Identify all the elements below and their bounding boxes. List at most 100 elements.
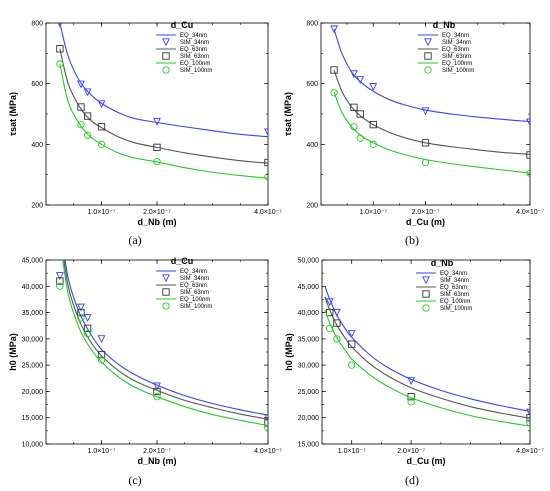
y-tick-label: 50,000 <box>298 258 320 265</box>
plot-frame <box>321 259 531 445</box>
y-tick-label: 600 <box>306 81 318 88</box>
data-point-sim-34nm <box>369 83 378 91</box>
y-tick-label: 45,000 <box>298 284 320 291</box>
chart-panel-c: 10,000 15,000 20,000 25,000 30,000 35,000 40,0… <box>8 256 282 487</box>
data-point-sim-34nm <box>153 382 161 391</box>
plot-frame <box>45 22 269 206</box>
data-point-sim-63nm <box>264 158 268 167</box>
y-axis-label: h0 (MPa) <box>8 333 18 371</box>
data-point-sim-34nm <box>55 272 64 280</box>
y-axis-label: τsat (MPa) <box>283 92 293 136</box>
data-point-sim-63nm <box>326 308 334 317</box>
legend-entry: SIM_34nm <box>442 40 471 46</box>
legend-entry: SIM_34nm <box>180 40 209 46</box>
y-tick-label: 25,000 <box>298 389 320 396</box>
legend-entry: SIM_63nm <box>180 54 209 60</box>
data-point-sim-34nm <box>526 408 530 417</box>
y-tick-label: 200 <box>306 203 318 210</box>
series-line-eq-34nm <box>59 23 268 138</box>
legend: d_Nb EQ_34nmSIM_34nmEQ_63nmSIM_63nmEQ_100… <box>416 258 472 312</box>
y-tick-label: 35,000 <box>298 336 320 343</box>
y-tick-label: 400 <box>306 142 318 149</box>
legend: d_Nb EQ_34nmSIM_34nmEQ_63nmSIM_63nmEQ_100… <box>418 20 474 74</box>
data-point-sim-63nm <box>97 350 106 359</box>
chart-panel-b: 200 400 600 800 1.0×10⁻⁷ 2.0×10⁻⁷ 4.0×10⁻⁷ d_Cu… <box>283 20 544 247</box>
data-point-sim-34nm <box>77 80 85 89</box>
data-point-sim-63nm <box>97 123 106 131</box>
data-point-sim-34nm <box>347 329 356 338</box>
legend-title: d_Nb <box>431 258 454 268</box>
data-point-sim-100nm <box>97 140 106 148</box>
x-tick-label: 2.0×10⁻⁷ <box>143 209 171 216</box>
legend-entry: EQ_63nm <box>180 47 207 53</box>
data-point-sim-100nm <box>407 398 415 406</box>
y-tick-label: 25,000 <box>22 363 44 370</box>
legend-marker <box>162 66 170 74</box>
legend-marker <box>422 304 430 312</box>
legend-marker <box>162 52 170 60</box>
data-point-sim-100nm <box>56 60 64 68</box>
data-point-sim-63nm <box>356 110 364 118</box>
panel-caption: (b) <box>405 233 419 247</box>
plot-area <box>56 23 268 181</box>
y-tick-label: 40,000 <box>22 284 44 291</box>
x-tick-label: 2.0×10⁻⁷ <box>412 209 440 216</box>
series-line-eq-34nm <box>333 28 530 123</box>
data-point-sim-63nm <box>56 277 64 285</box>
y-tick-label: 20,000 <box>298 415 320 422</box>
series-line-eq-63nm <box>59 48 268 164</box>
data-point-sim-100nm <box>350 123 358 131</box>
y-axis-label: τsat (MPa) <box>8 92 18 136</box>
y-tick-label: 40,000 <box>298 310 320 317</box>
data-point-sim-63nm <box>526 414 530 422</box>
legend-marker <box>162 302 170 310</box>
legend-entry: SIM_63nm <box>180 290 209 296</box>
data-point-sim-34nm <box>77 303 85 312</box>
y-tick-label: 45,000 <box>22 258 44 265</box>
plot-area <box>324 286 530 427</box>
legend-entry: EQ_34nm <box>442 33 469 39</box>
data-point-sim-63nm <box>153 387 161 396</box>
legend-entry: SIM_63nm <box>442 54 471 60</box>
legend-entry: SIM_34nm <box>440 278 469 284</box>
data-point-sim-100nm <box>369 140 377 148</box>
legend-title: d_Cu <box>171 256 194 266</box>
y-tick-label: 20,000 <box>22 389 44 396</box>
data-point-sim-34nm <box>349 70 358 79</box>
data-point-sim-34nm <box>332 308 341 317</box>
data-point-sim-100nm <box>97 356 106 364</box>
legend-marker <box>422 290 430 298</box>
data-point-sim-34nm <box>264 128 268 137</box>
data-point-sim-34nm <box>264 414 268 422</box>
series-line-eq-63nm <box>63 260 268 420</box>
data-point-sim-100nm <box>333 335 341 343</box>
data-point-sim-34nm <box>356 76 365 84</box>
legend-marker <box>162 288 170 296</box>
data-point-sim-63nm <box>77 308 85 317</box>
legend-marker <box>162 274 170 283</box>
data-point-sim-63nm <box>264 419 268 427</box>
legend-entry: EQ_100nm <box>442 61 472 67</box>
data-point-sim-34nm <box>97 335 106 344</box>
x-axis-label: d_Nb (m) <box>138 217 177 227</box>
legend-marker <box>424 52 432 60</box>
panel-caption: (c) <box>128 473 141 487</box>
legend-marker <box>424 66 432 74</box>
x-tick-label: 1.0×10⁻⁷ <box>359 209 387 216</box>
series-line-eq-100nm <box>333 91 530 174</box>
data-point-sim-34nm <box>153 117 161 126</box>
data-point-sim-100nm <box>348 361 356 369</box>
data-point-sim-63nm <box>333 319 341 327</box>
y-tick-label: 200 <box>31 203 43 210</box>
data-point-sim-63nm <box>421 139 430 147</box>
legend-title: d_Cu <box>171 20 194 30</box>
data-point-sim-100nm <box>153 157 161 166</box>
series-line-eq-100nm <box>324 309 530 427</box>
legend-entry: EQ_34nm <box>180 269 207 275</box>
legend-entry: EQ_100nm <box>180 61 210 67</box>
plot-frame <box>45 259 269 445</box>
data-point-sim-34nm <box>421 107 430 116</box>
data-point-sim-63nm <box>369 120 377 129</box>
data-point-sim-34nm <box>526 118 530 127</box>
x-tick-label: 2.0×10⁻⁷ <box>397 448 425 455</box>
